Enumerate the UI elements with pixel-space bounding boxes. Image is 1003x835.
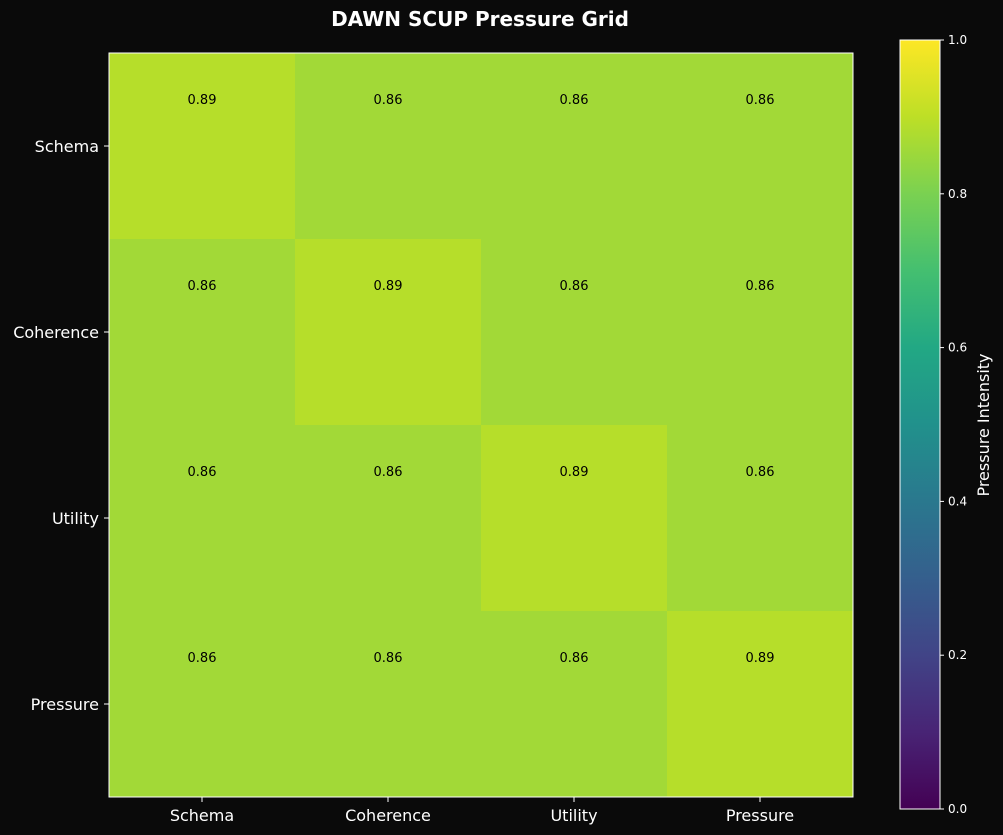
heatmap-cell-value: 0.86 (746, 93, 775, 108)
colorbar-tick-label: 0.8 (948, 187, 967, 201)
y-tick-label: Coherence (13, 323, 99, 342)
heatmap-cell (667, 53, 854, 240)
heatmap-cell-value: 0.89 (560, 465, 589, 480)
heatmap-cell-labels: 0.89 0.86 0.86 0.86 0.86 0.89 0.86 0.86 0.86 0.86… (188, 93, 775, 666)
x-tick-label: Schema (170, 806, 234, 825)
plot-frame (108, 52, 854, 798)
colorbar-tick-label: 0.4 (948, 494, 967, 508)
chart-title: DAWN SCUP Pressure Grid (331, 7, 629, 31)
colorbar-tick-label: 0.2 (948, 648, 967, 662)
heatmap-cell (667, 425, 854, 612)
heatmap-cell-value: 0.89 (746, 651, 775, 666)
heatmap-cell-value: 0.86 (374, 651, 403, 666)
heatmap-cell (109, 611, 296, 798)
heatmap-cell (295, 611, 482, 798)
heatmap-cell (109, 239, 296, 426)
y-tick-label: Utility (52, 509, 99, 528)
heatmap-cell-value: 0.86 (560, 279, 589, 294)
heatmap-cell-value: 0.86 (188, 651, 217, 666)
heatmap-cell-value: 0.86 (560, 651, 589, 666)
heatmap-cell-value: 0.86 (374, 465, 403, 480)
heatmap-cell (667, 239, 854, 426)
heatmap-cell (295, 239, 482, 426)
colorbar-tick-label: 1.0 (948, 33, 967, 47)
x-tick-label: Pressure (726, 806, 794, 825)
heatmap-cell-value: 0.86 (560, 93, 589, 108)
colorbar-label: Pressure Intensity (974, 353, 993, 496)
colorbar: 0.0 0.2 0.4 0.6 0.8 1.0 Pressure Intensity (899, 33, 993, 816)
heatmap-cell-value: 0.89 (374, 279, 403, 294)
colorbar-gradient (899, 39, 941, 810)
heatmap-cell-value: 0.89 (188, 93, 217, 108)
heatmap-cell-value: 0.86 (746, 279, 775, 294)
heatmap-cell (481, 425, 668, 612)
heatmap-cell-value: 0.86 (746, 465, 775, 480)
heatmap-cell (109, 53, 296, 240)
heatmap-cell (481, 53, 668, 240)
heatmap-cell (295, 53, 482, 240)
y-tick-label: Schema (35, 137, 99, 156)
colorbar-tick-label: 0.6 (948, 341, 967, 355)
heatmap-cell (295, 425, 482, 612)
heatmap-cell (109, 425, 296, 612)
heatmap-cell-value: 0.86 (188, 465, 217, 480)
x-tick-label: Utility (550, 806, 597, 825)
heatmap-cell (481, 611, 668, 798)
x-axis: Schema Coherence Utility Pressure (170, 797, 794, 825)
heatmap-cell-value: 0.86 (374, 93, 403, 108)
heatmap-cell (481, 239, 668, 426)
x-tick-label: Coherence (345, 806, 431, 825)
colorbar-tick-label: 0.0 (948, 802, 967, 816)
heatmap-cell-value: 0.86 (188, 279, 217, 294)
y-tick-label: Pressure (31, 695, 99, 714)
colorbar-ticks: 0.0 0.2 0.4 0.6 0.8 1.0 (940, 33, 967, 816)
heatmap-cells (109, 53, 854, 798)
y-axis: Schema Coherence Utility Pressure (13, 137, 109, 714)
heatmap-cell (667, 611, 854, 798)
